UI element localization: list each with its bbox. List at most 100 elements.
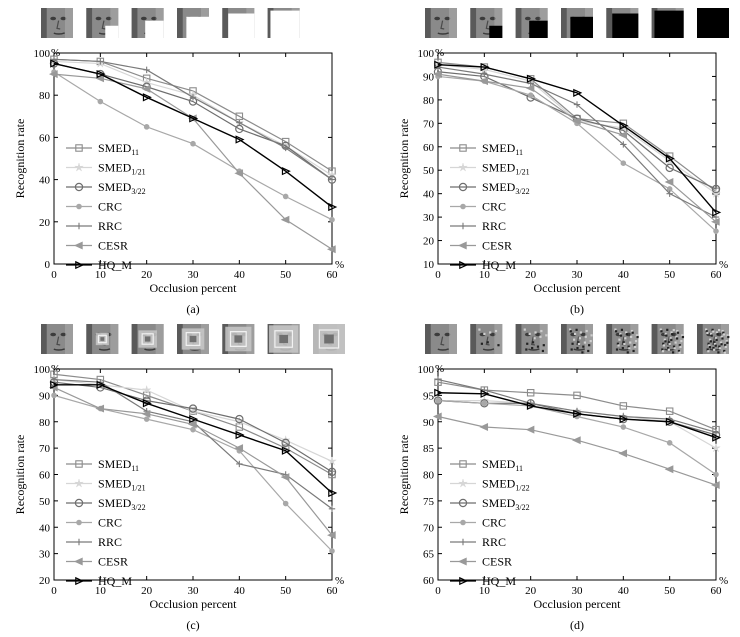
legend-label: HQ_M — [98, 574, 132, 588]
marker-star — [326, 455, 338, 466]
legend-subscript: 11 — [131, 148, 139, 157]
occlusion-noise — [573, 338, 576, 341]
marker-square — [75, 144, 83, 152]
face-thumbnail — [131, 8, 164, 38]
occlusion-block — [654, 10, 684, 38]
occlusion-noise — [480, 342, 483, 345]
occlusion-noise — [545, 334, 548, 337]
marker-plus — [236, 119, 243, 126]
occlusion-noise — [679, 345, 682, 348]
marker-triangle-left — [525, 425, 535, 434]
face-shadow — [131, 324, 138, 354]
legend-label: SMED11 — [98, 457, 139, 473]
marker-triangle-right — [434, 60, 444, 69]
x-tick-label: 20 — [141, 269, 153, 281]
chart-panel-a: 0 10 20 30 40 50 60 0 20 40 60 80 100 %% Occlusion per… — [13, 8, 345, 316]
series-rrc — [434, 63, 720, 221]
y-unit-label: % — [51, 47, 60, 59]
legend-subscript: 3/22 — [131, 503, 145, 512]
series-line — [437, 61, 717, 192]
marker-plus — [481, 70, 488, 78]
marker-triangle-right — [189, 114, 199, 123]
legend-label: SMED1/22 — [482, 477, 530, 493]
x-tick-label: 30 — [188, 585, 200, 597]
occlusion-noise — [712, 330, 715, 333]
legend-label: SMED1/21 — [98, 161, 146, 177]
legend-subscript: 11 — [515, 148, 523, 157]
face-highlight — [494, 324, 503, 354]
panel-label: (b) — [570, 302, 584, 316]
x-unit-label: % — [719, 575, 728, 587]
face-shadow — [41, 324, 47, 354]
occlusion-noise — [672, 345, 676, 348]
occlusion-noise — [478, 328, 481, 331]
face-shadow — [131, 8, 138, 38]
face-eye-right — [535, 16, 541, 21]
y-axis-label: Recognition rate — [397, 435, 411, 515]
occlusion-noise — [634, 345, 637, 348]
y-tick-label: 60 — [39, 132, 51, 144]
x-tick-label: 10 — [479, 585, 491, 597]
face-thumbnail — [86, 324, 119, 354]
marker-triangle-left — [618, 131, 628, 140]
face-shadow — [470, 8, 477, 38]
y-tick-label: 60 — [39, 470, 51, 482]
occlusion-block — [570, 16, 593, 38]
x-tick-label: 50 — [664, 269, 676, 281]
series-line — [53, 62, 333, 181]
plot-frame — [53, 52, 333, 265]
marker-triangle-left — [141, 84, 151, 93]
series-cesr — [48, 383, 336, 540]
occlusion-noise — [618, 338, 621, 341]
legend-entry: CRC — [450, 516, 506, 530]
occlusion-noise — [713, 348, 716, 351]
occlusion-noise — [718, 347, 722, 350]
face-highlight — [110, 324, 119, 354]
legend-entry: HQ_M — [450, 258, 516, 272]
occlusion-noise — [620, 328, 624, 331]
marker-triangle-right — [573, 88, 583, 97]
x-tick-label: 60 — [711, 585, 723, 597]
face-mouth — [437, 348, 449, 351]
y-tick-label: 60 — [423, 575, 435, 587]
face-highlight — [201, 324, 209, 354]
occlusion-noise — [634, 340, 638, 343]
face-shadow — [86, 8, 93, 38]
occlusion-noise — [581, 351, 584, 354]
occlusion-texture-core — [144, 336, 151, 342]
occlusion-noise — [723, 349, 726, 353]
marker-square — [235, 423, 244, 431]
y-tick-label: 65 — [423, 549, 435, 561]
occlusion-noise — [667, 346, 670, 350]
legend-entry: SMED3/22 — [450, 180, 530, 196]
legend-label: SMED3/22 — [98, 180, 146, 196]
occlusion-noise — [627, 345, 630, 348]
occlusion-texture — [274, 330, 294, 348]
occlusion-noise — [578, 337, 582, 340]
occlusion-noise — [541, 349, 545, 353]
occlusion-noise — [525, 348, 528, 351]
x-axis-label: Occlusion percent — [534, 597, 622, 611]
occlusion-noise — [533, 337, 536, 340]
legend-label: HQ_M — [482, 258, 516, 272]
occlusion-noise — [708, 346, 712, 349]
occlusion-texture — [141, 333, 154, 345]
occlusion-noise — [680, 340, 683, 343]
marker-plus — [50, 376, 58, 383]
marker-plus — [620, 141, 627, 148]
face-shadow — [515, 324, 522, 354]
legend-label: SMED1/21 — [482, 161, 530, 177]
legend-entry: HQ_M — [450, 574, 516, 588]
series-crc — [51, 69, 335, 223]
marker-triangle-left — [48, 70, 58, 79]
legend: SMED11 SMED1/22 SMED3/22 CRC RRC CESR HQ_M — [450, 457, 530, 588]
face-thumbnail — [222, 324, 255, 354]
y-tick-label: 40 — [39, 175, 51, 187]
occlusion-noise — [664, 332, 667, 336]
face-highlight — [675, 324, 684, 354]
occlusion-noise — [542, 344, 545, 347]
x-unit-label: % — [719, 259, 728, 271]
occlusion-noise — [671, 333, 674, 336]
face-highlight — [110, 8, 119, 38]
marker-star — [710, 188, 722, 199]
